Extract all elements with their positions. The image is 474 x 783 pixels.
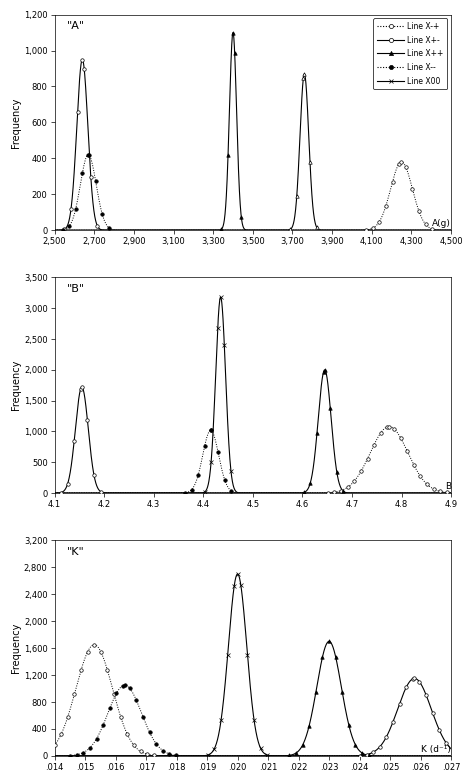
Text: B: B bbox=[445, 482, 451, 491]
Text: K (d⁻¹): K (d⁻¹) bbox=[421, 745, 451, 754]
Text: A(g): A(g) bbox=[432, 219, 451, 228]
Y-axis label: Frequency: Frequency bbox=[11, 623, 21, 673]
Y-axis label: Frequency: Frequency bbox=[11, 360, 21, 410]
Y-axis label: Frequency: Frequency bbox=[11, 97, 21, 148]
Text: "A": "A" bbox=[66, 21, 84, 31]
Text: "B": "B" bbox=[66, 284, 84, 294]
Legend: Line X-+, Line X+-, Line X++, Line X--, Line X00: Line X-+, Line X+-, Line X++, Line X--, … bbox=[374, 19, 447, 89]
Text: "K": "K" bbox=[66, 547, 84, 557]
